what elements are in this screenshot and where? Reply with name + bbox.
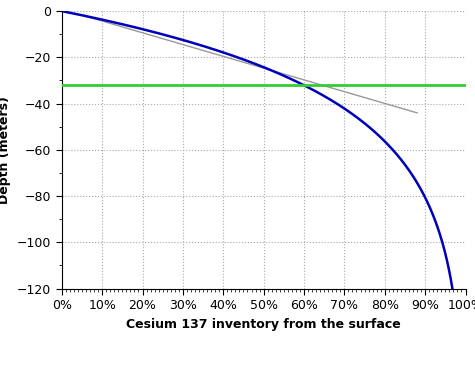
X-axis label: Cesium 137 inventory from the surface: Cesium 137 inventory from the surface [126,317,401,330]
Y-axis label: Depth (meters): Depth (meters) [0,96,11,204]
